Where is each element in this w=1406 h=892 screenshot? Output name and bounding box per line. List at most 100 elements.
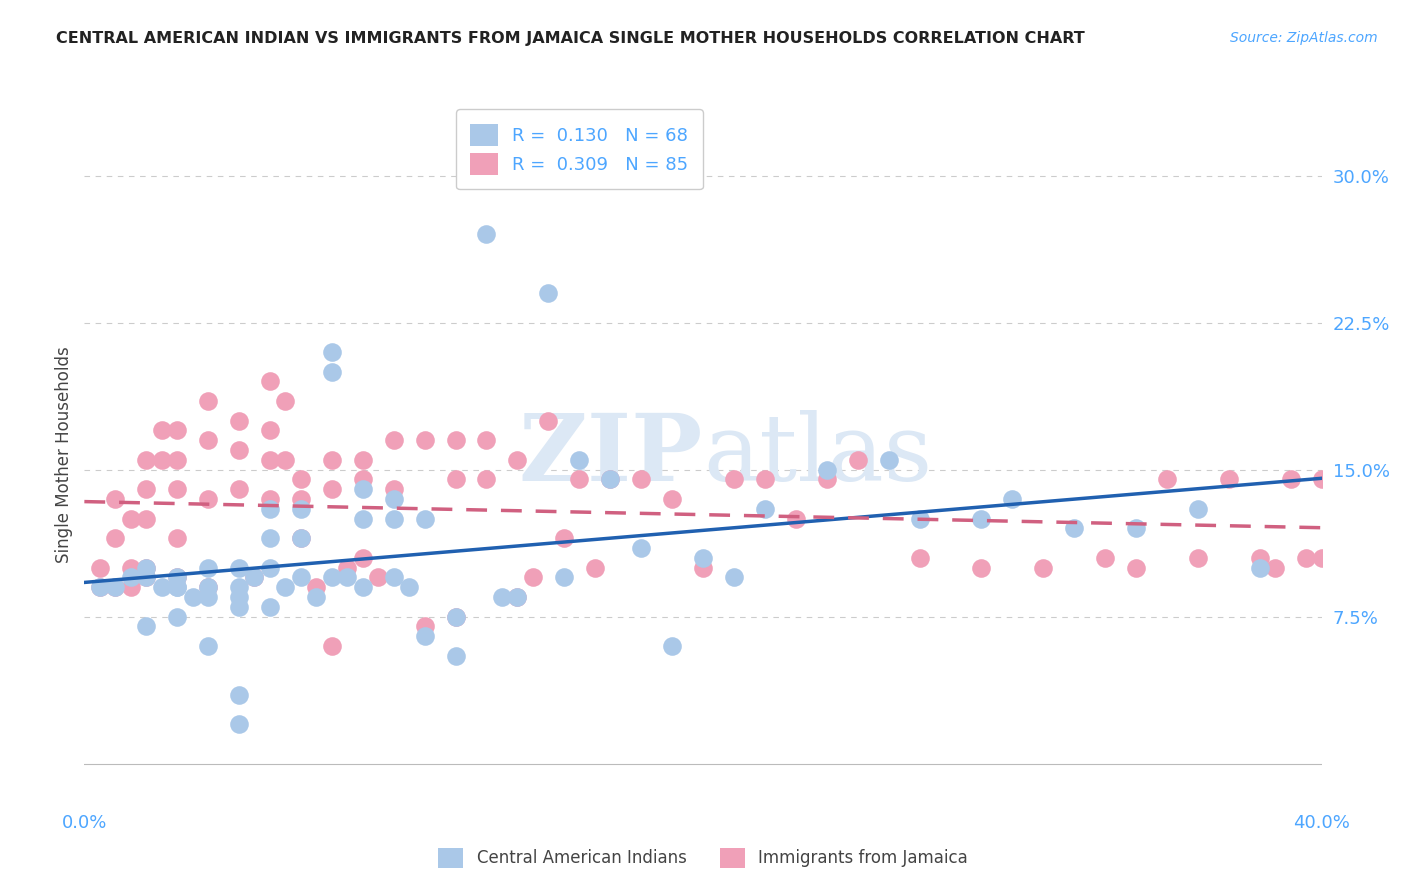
Point bbox=[135, 570, 157, 584]
Point bbox=[475, 472, 498, 486]
Point bbox=[661, 491, 683, 506]
Point bbox=[259, 424, 281, 438]
Point bbox=[413, 619, 436, 633]
Point bbox=[166, 609, 188, 624]
Point bbox=[444, 648, 467, 663]
Legend: Central American Indians, Immigrants from Jamaica: Central American Indians, Immigrants fro… bbox=[432, 841, 974, 875]
Point bbox=[166, 570, 188, 584]
Point bbox=[413, 629, 436, 643]
Point bbox=[352, 580, 374, 594]
Point bbox=[1310, 550, 1333, 565]
Point bbox=[367, 570, 389, 584]
Y-axis label: Single Mother Households: Single Mother Households bbox=[55, 347, 73, 563]
Point bbox=[630, 472, 652, 486]
Point bbox=[259, 491, 281, 506]
Point bbox=[290, 472, 312, 486]
Point bbox=[413, 511, 436, 525]
Point bbox=[120, 580, 142, 594]
Point bbox=[1187, 550, 1209, 565]
Point bbox=[382, 511, 405, 525]
Point bbox=[166, 580, 188, 594]
Point bbox=[1310, 472, 1333, 486]
Point bbox=[290, 531, 312, 545]
Point bbox=[692, 560, 714, 574]
Text: ZIP: ZIP bbox=[519, 410, 703, 500]
Point bbox=[568, 452, 591, 467]
Point bbox=[120, 560, 142, 574]
Point bbox=[1218, 472, 1240, 486]
Point bbox=[135, 570, 157, 584]
Point bbox=[89, 580, 111, 594]
Point bbox=[150, 580, 173, 594]
Point bbox=[352, 472, 374, 486]
Point bbox=[290, 531, 312, 545]
Point bbox=[321, 639, 343, 653]
Point bbox=[413, 434, 436, 448]
Point bbox=[197, 580, 219, 594]
Point bbox=[120, 570, 142, 584]
Point bbox=[135, 452, 157, 467]
Point bbox=[583, 560, 606, 574]
Point bbox=[444, 609, 467, 624]
Point bbox=[475, 434, 498, 448]
Point bbox=[197, 491, 219, 506]
Point bbox=[228, 414, 250, 428]
Point bbox=[135, 619, 157, 633]
Point bbox=[754, 501, 776, 516]
Point bbox=[398, 580, 420, 594]
Point bbox=[197, 560, 219, 574]
Point bbox=[970, 511, 993, 525]
Point bbox=[475, 227, 498, 242]
Point bbox=[166, 531, 188, 545]
Point bbox=[444, 609, 467, 624]
Point bbox=[290, 491, 312, 506]
Point bbox=[1063, 521, 1085, 535]
Point bbox=[259, 560, 281, 574]
Point bbox=[89, 560, 111, 574]
Point bbox=[104, 580, 127, 594]
Point bbox=[599, 472, 621, 486]
Point bbox=[522, 570, 544, 584]
Point bbox=[89, 580, 111, 594]
Point bbox=[754, 472, 776, 486]
Point bbox=[599, 472, 621, 486]
Point bbox=[506, 590, 529, 604]
Text: atlas: atlas bbox=[703, 410, 932, 500]
Point bbox=[104, 531, 127, 545]
Point bbox=[491, 590, 513, 604]
Point bbox=[228, 482, 250, 496]
Text: CENTRAL AMERICAN INDIAN VS IMMIGRANTS FROM JAMAICA SINGLE MOTHER HOUSEHOLDS CORR: CENTRAL AMERICAN INDIAN VS IMMIGRANTS FR… bbox=[56, 31, 1085, 46]
Point bbox=[305, 590, 328, 604]
Point bbox=[274, 580, 297, 594]
Point bbox=[1001, 491, 1024, 506]
Point bbox=[382, 491, 405, 506]
Point bbox=[908, 511, 931, 525]
Point bbox=[352, 550, 374, 565]
Point bbox=[197, 580, 219, 594]
Point bbox=[1094, 550, 1116, 565]
Point bbox=[274, 394, 297, 409]
Point bbox=[166, 482, 188, 496]
Point bbox=[1279, 472, 1302, 486]
Point bbox=[1249, 560, 1271, 574]
Point bbox=[723, 570, 745, 584]
Point bbox=[506, 452, 529, 467]
Point bbox=[336, 570, 359, 584]
Point bbox=[970, 560, 993, 574]
Point bbox=[166, 570, 188, 584]
Point bbox=[908, 550, 931, 565]
Point bbox=[259, 599, 281, 614]
Point bbox=[243, 570, 266, 584]
Point bbox=[228, 590, 250, 604]
Point bbox=[1156, 472, 1178, 486]
Legend: R =  0.130   N = 68, R =  0.309   N = 85: R = 0.130 N = 68, R = 0.309 N = 85 bbox=[456, 109, 703, 189]
Point bbox=[104, 491, 127, 506]
Point bbox=[135, 560, 157, 574]
Point bbox=[290, 501, 312, 516]
Point bbox=[243, 570, 266, 584]
Point bbox=[228, 443, 250, 458]
Point bbox=[321, 570, 343, 584]
Point bbox=[321, 365, 343, 379]
Point bbox=[166, 424, 188, 438]
Point bbox=[274, 452, 297, 467]
